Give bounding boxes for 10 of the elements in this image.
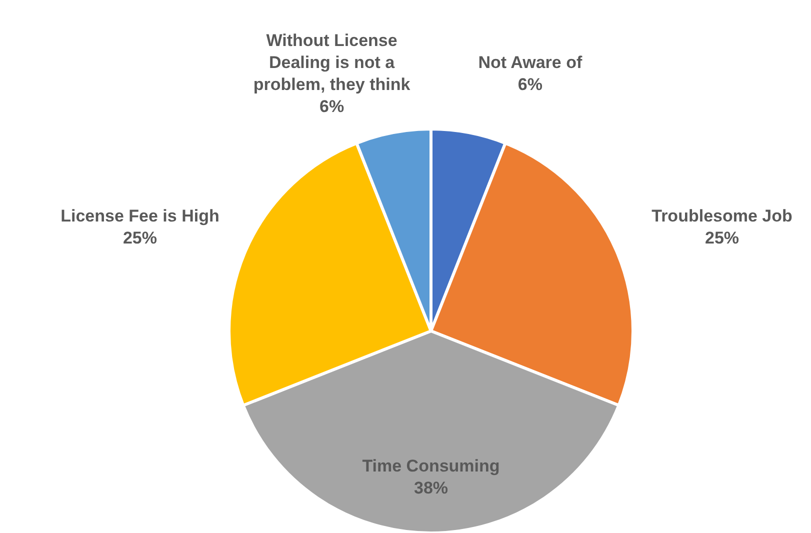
slice-label: License Fee is High: [60, 206, 220, 226]
data-label: 25%: [704, 228, 740, 248]
slice-label: Troublesome Job: [652, 206, 792, 226]
data-label: 38%: [414, 478, 448, 497]
slice-label: Without License Dealing is not a problem, they think: [253, 30, 411, 94]
data-label: 6%: [320, 96, 344, 116]
data-label: 6%: [518, 74, 542, 94]
slice-label: Not Aware of: [478, 52, 582, 72]
slice-label: Time Consuming: [362, 456, 500, 475]
data-label: 25%: [122, 228, 158, 248]
